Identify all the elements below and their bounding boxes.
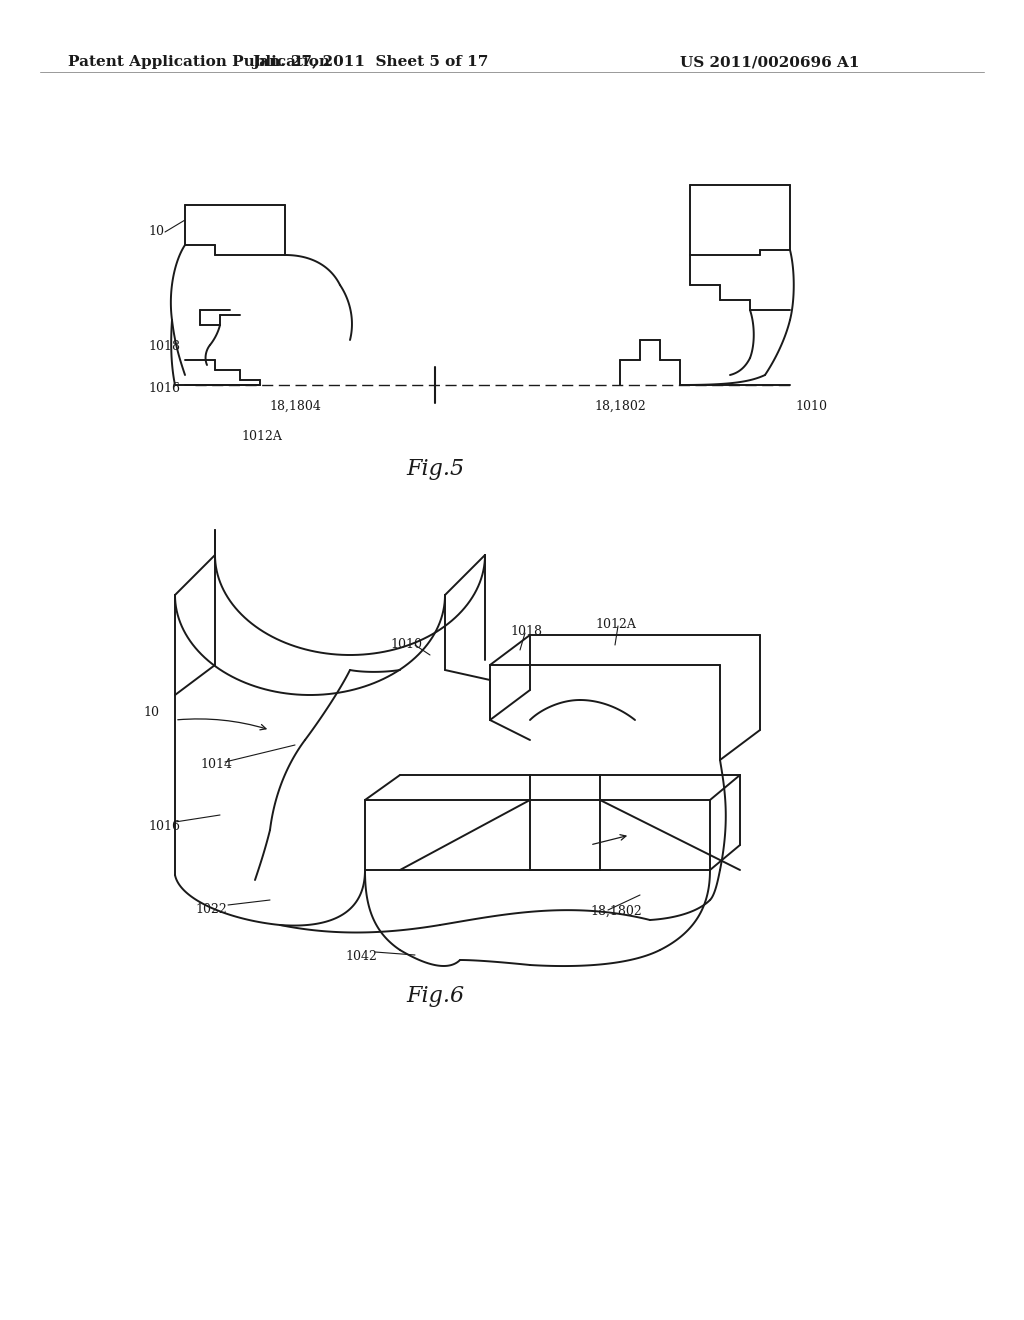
Text: 1010: 1010: [390, 638, 422, 651]
Text: 1016: 1016: [148, 820, 180, 833]
Text: 18,1802: 18,1802: [594, 400, 646, 413]
Text: 1018: 1018: [148, 341, 180, 352]
Text: 1042: 1042: [345, 950, 377, 964]
Text: Jan. 27, 2011  Sheet 5 of 17: Jan. 27, 2011 Sheet 5 of 17: [252, 55, 488, 69]
Text: 1012A: 1012A: [595, 618, 636, 631]
Text: 18,1802: 18,1802: [590, 906, 642, 917]
Text: US 2011/0020696 A1: US 2011/0020696 A1: [680, 55, 859, 69]
Text: 10: 10: [143, 706, 159, 719]
Text: Fig.5: Fig.5: [406, 458, 464, 480]
Text: 1014: 1014: [200, 758, 232, 771]
Text: Patent Application Publication: Patent Application Publication: [68, 55, 330, 69]
Text: 1010: 1010: [795, 400, 827, 413]
Text: Fig.6: Fig.6: [406, 985, 464, 1007]
Text: 1012A: 1012A: [242, 430, 283, 444]
Text: 10: 10: [148, 224, 164, 238]
Text: 1022: 1022: [195, 903, 226, 916]
Text: 18,1804: 18,1804: [269, 400, 321, 413]
Text: 1018: 1018: [510, 624, 542, 638]
Text: 1016: 1016: [148, 381, 180, 395]
